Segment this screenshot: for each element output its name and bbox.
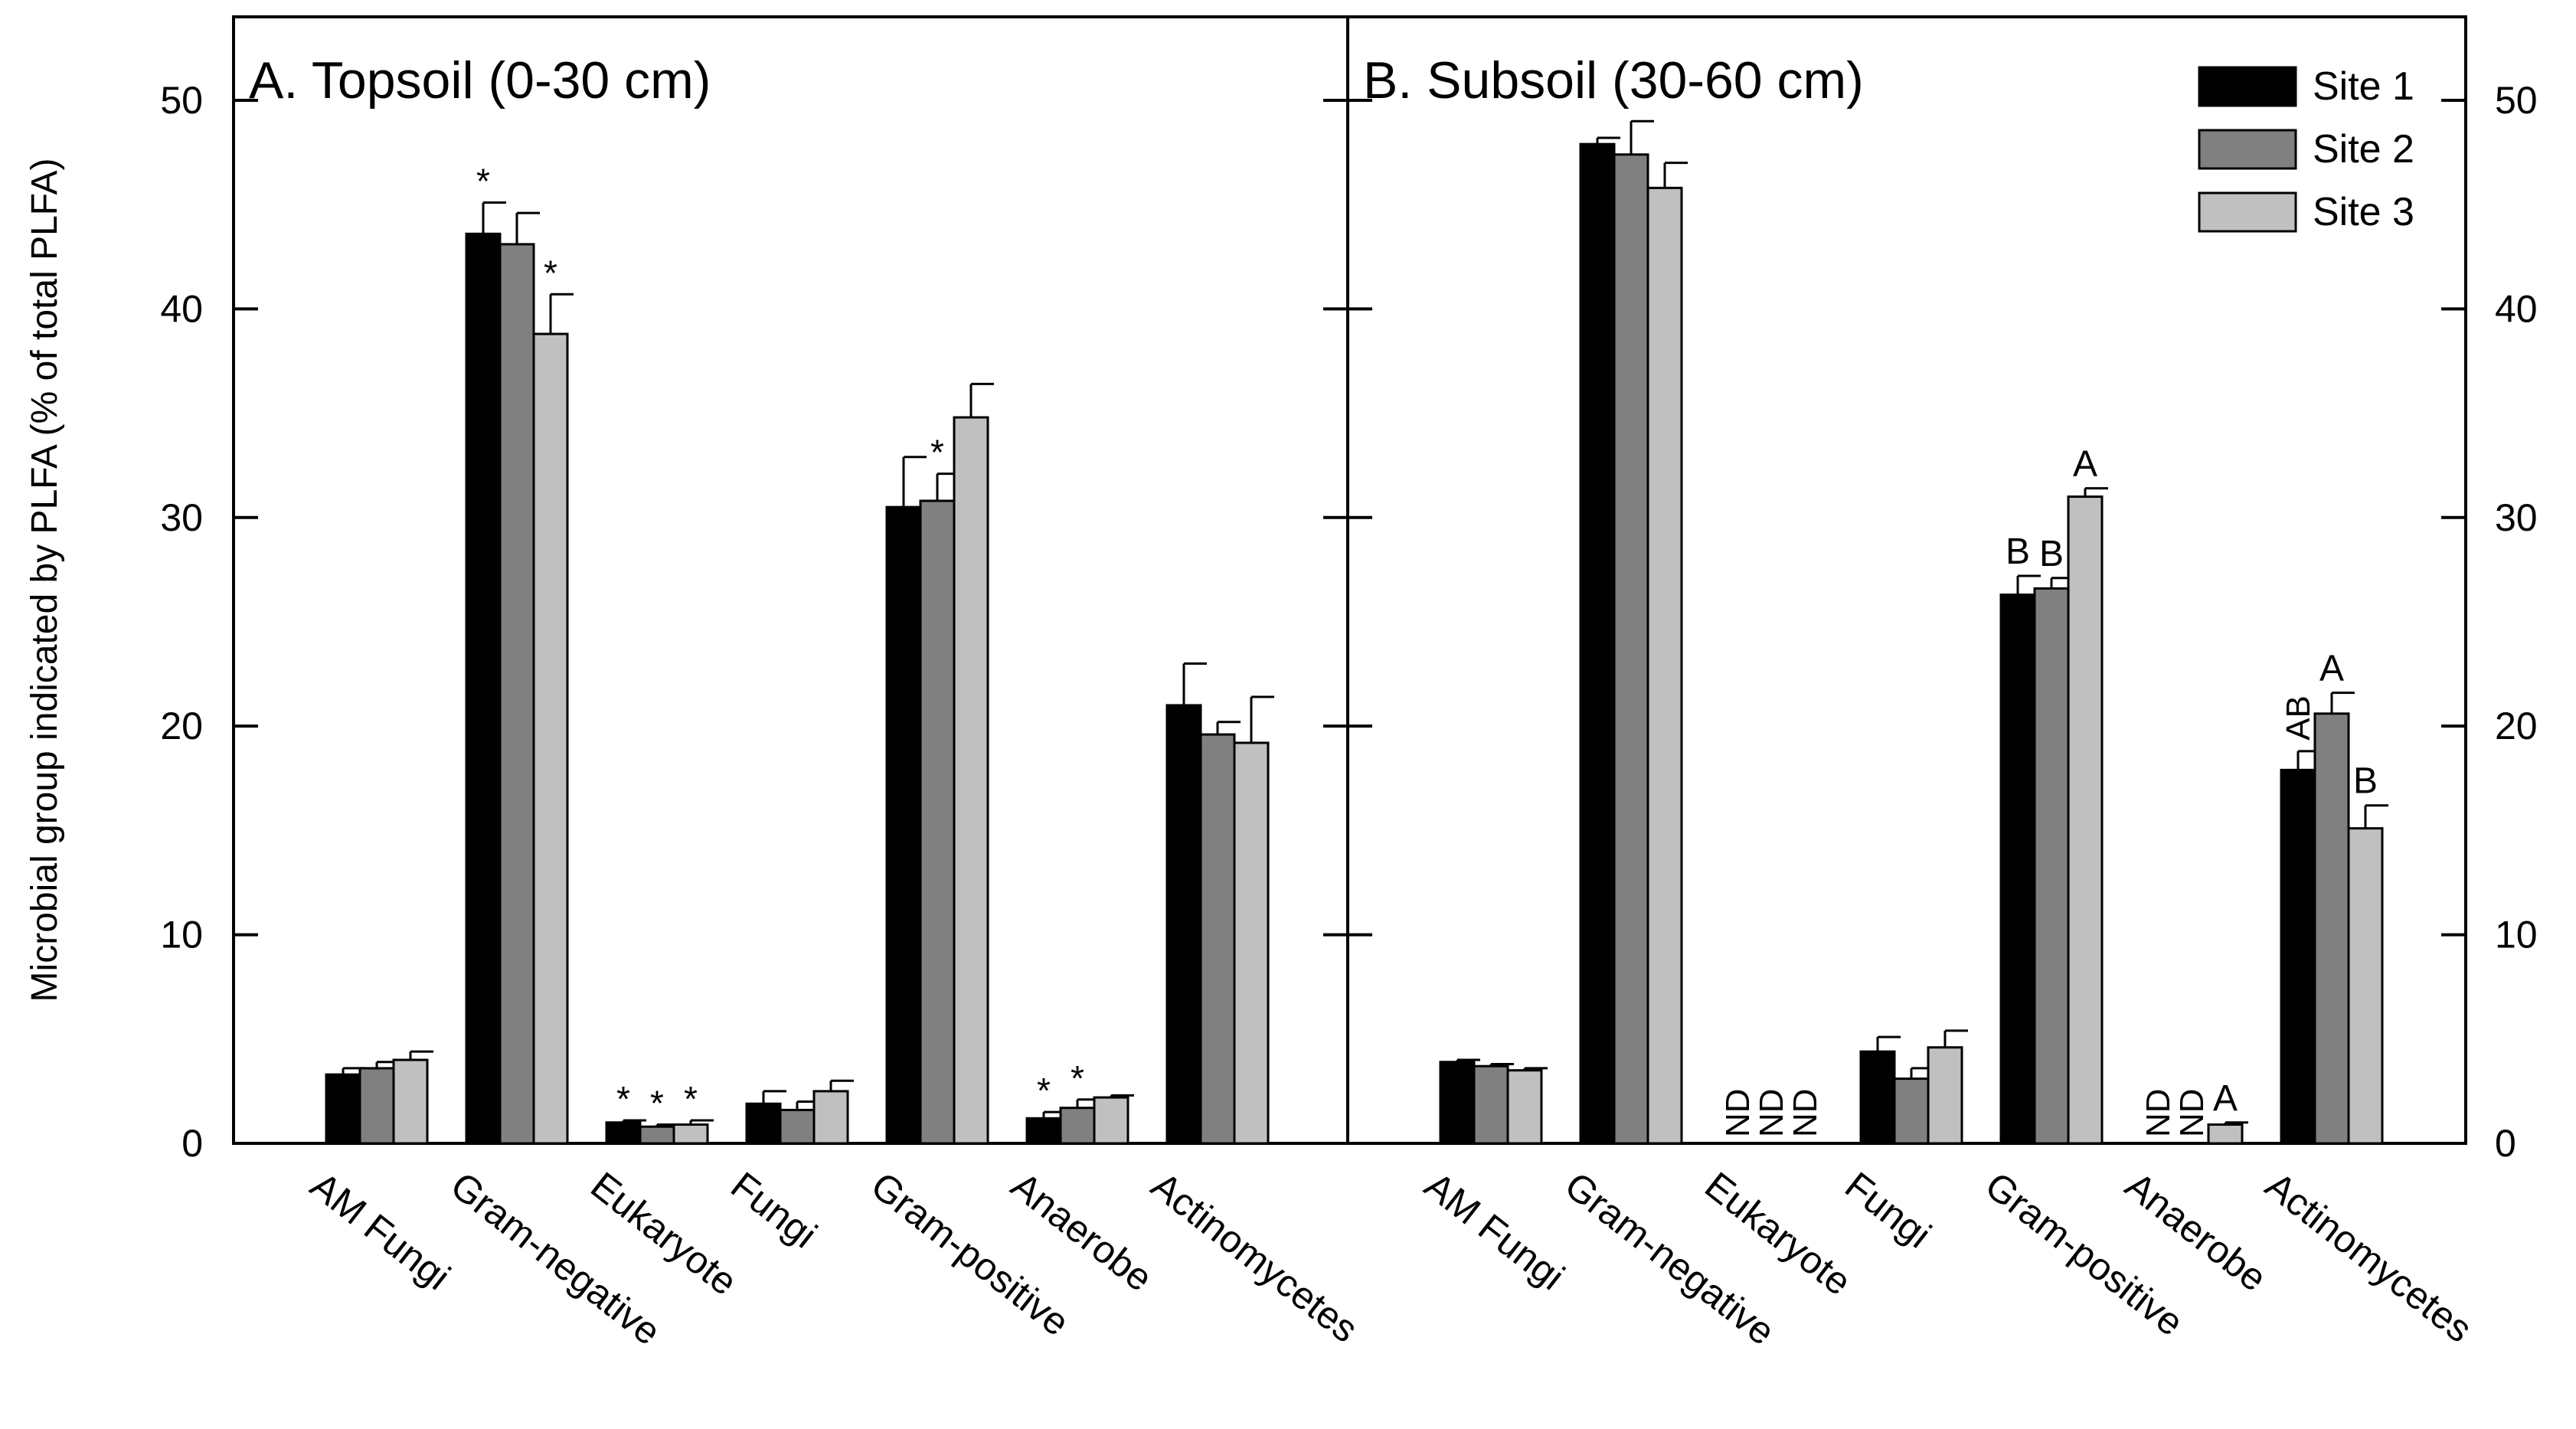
- y-tick-label-left: 50: [160, 79, 203, 122]
- significance-star: *: [650, 1083, 664, 1123]
- nd-label: ND: [1787, 1088, 1824, 1137]
- bar: [745, 1102, 782, 1145]
- significance-star: *: [616, 1079, 630, 1119]
- bars-layer: [325, 119, 2388, 1145]
- legend-label: Site 1: [2313, 64, 2414, 109]
- y-tick-label-right: 0: [2495, 1122, 2516, 1165]
- bar: [1093, 1096, 1129, 1145]
- bar: [392, 1058, 429, 1145]
- y-tick-label-right: 30: [2495, 496, 2538, 539]
- bar: [605, 1121, 642, 1145]
- bar: [1439, 1061, 1476, 1145]
- panel-title: B. Subsoil (30-60 cm): [1363, 51, 1864, 110]
- bar: [639, 1125, 675, 1145]
- group-letter: A: [2213, 1078, 2238, 1119]
- category-label: AM Fungi: [302, 1164, 458, 1299]
- bar: [779, 1108, 816, 1145]
- axes-layer: 0 0 10 10 20 20 30 30 40 40 50 50 Microbial group in…: [25, 15, 2538, 1165]
- significance-star: *: [1037, 1071, 1051, 1110]
- bar: [1999, 594, 2036, 1145]
- legend-label: Site 3: [2313, 190, 2414, 234]
- bar: [1613, 153, 1649, 1145]
- bar: [1199, 733, 1236, 1145]
- bar: [1579, 142, 1616, 1145]
- bar: [1473, 1064, 1509, 1145]
- bar: [1859, 1050, 1896, 1145]
- bar: [1025, 1117, 1062, 1145]
- bar: [2033, 587, 2070, 1145]
- y-axis-label: Microbial group indicated by PLFA (% of …: [25, 159, 65, 1002]
- significance-star: *: [1071, 1058, 1084, 1098]
- significance-star: *: [476, 161, 490, 201]
- legend-swatch: [2198, 191, 2297, 233]
- y-tick-label-left: 40: [160, 287, 203, 330]
- bar: [812, 1090, 849, 1145]
- legend-swatch: [2198, 66, 2297, 107]
- category-label: AM Fungi: [1417, 1164, 1572, 1299]
- y-tick-label-left: 10: [160, 914, 203, 956]
- significance-star: *: [930, 433, 944, 473]
- bar: [885, 505, 922, 1145]
- bar: [1233, 741, 1270, 1145]
- bar: [2347, 827, 2384, 1145]
- significance-star: *: [684, 1079, 698, 1119]
- legend: Site 1 Site 2 Site 3: [2198, 64, 2414, 234]
- bar: [1646, 186, 1683, 1145]
- bar: [2207, 1123, 2244, 1145]
- bar: [1059, 1107, 1096, 1145]
- bar: [919, 499, 956, 1145]
- bar: [358, 1067, 395, 1145]
- y-tick-label-right: 50: [2495, 79, 2538, 122]
- category-label: Actinomycetes: [1143, 1164, 1366, 1351]
- labels-layer: A. Topsoil (0-30 cm)AM Fungi**Gram-negat…: [249, 51, 2480, 1353]
- panel-title: A. Topsoil (0-30 cm): [249, 51, 711, 110]
- group-letter: AB: [2280, 695, 2317, 741]
- bar: [499, 243, 535, 1145]
- y-tick-label-right: 10: [2495, 914, 2538, 956]
- category-label: Actinomycetes: [2257, 1164, 2480, 1351]
- group-letter: A: [2319, 649, 2344, 689]
- nd-label: ND: [1753, 1088, 1790, 1137]
- bar: [672, 1123, 709, 1145]
- bar: [1927, 1046, 1963, 1145]
- bar: [2280, 768, 2316, 1145]
- nd-label: ND: [1719, 1088, 1757, 1137]
- bar: [325, 1073, 361, 1145]
- y-tick-label-left: 0: [181, 1122, 203, 1165]
- bar: [1893, 1077, 1930, 1145]
- bar: [953, 416, 989, 1145]
- category-label: Fungi: [723, 1164, 825, 1257]
- y-tick-label-left: 20: [160, 705, 203, 747]
- group-letter: B: [2006, 531, 2030, 572]
- bar: [1506, 1069, 1543, 1145]
- bar: [532, 332, 569, 1145]
- group-letter: B: [2039, 534, 2064, 574]
- bar: [2067, 495, 2104, 1145]
- y-tick-label-right: 40: [2495, 287, 2538, 330]
- nd-label: ND: [2173, 1088, 2211, 1137]
- category-label: Fungi: [1837, 1164, 1939, 1257]
- group-letter: B: [2353, 761, 2378, 802]
- significance-star: *: [544, 253, 557, 293]
- bar: [1165, 704, 1202, 1145]
- y-tick-label-right: 20: [2495, 705, 2538, 747]
- legend-swatch: [2198, 129, 2297, 170]
- bar: [2313, 712, 2350, 1145]
- y-tick-label-left: 30: [160, 496, 203, 539]
- nd-label: ND: [2140, 1088, 2177, 1137]
- bar: [465, 232, 502, 1145]
- legend-label: Site 2: [2313, 127, 2414, 172]
- group-letter: A: [2073, 444, 2097, 485]
